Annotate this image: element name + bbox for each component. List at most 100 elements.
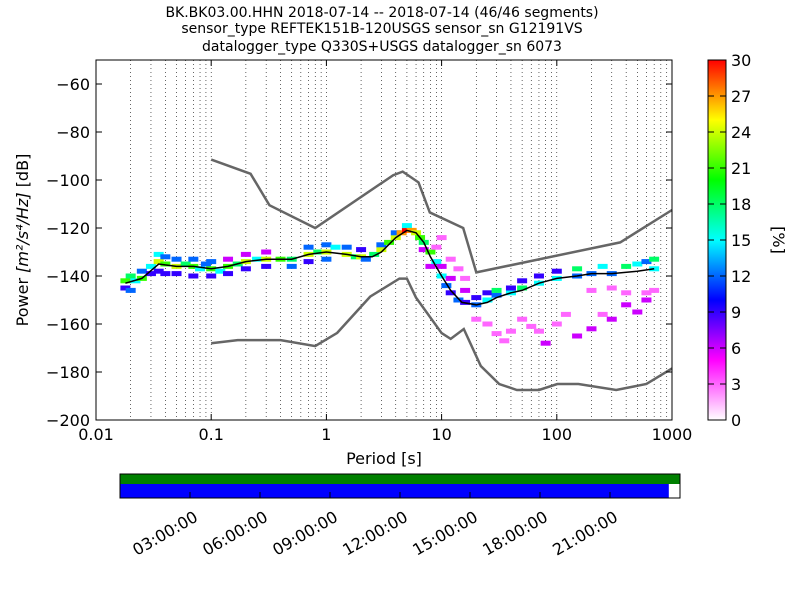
plot-frame: [95, 59, 673, 421]
psd-cell: [445, 290, 456, 296]
psd-cell: [586, 287, 597, 293]
colorbar-tick-label: 6: [731, 339, 741, 358]
psd-cell: [425, 249, 436, 255]
psd-cell: [223, 271, 234, 277]
psd-cell: [153, 268, 164, 274]
psd-cell: [120, 285, 131, 291]
nhnm-line: [210, 158, 673, 274]
psd-cell: [153, 251, 164, 257]
psd-cell: [441, 283, 452, 289]
psd-cell: [606, 316, 617, 322]
psd-cell: [445, 256, 456, 262]
psd-cell: [330, 244, 341, 250]
psd-cell: [632, 309, 643, 315]
psd-cell: [240, 266, 251, 272]
psd-cell: [436, 235, 447, 241]
psd-cell: [369, 251, 380, 257]
y-tick-label: −120: [46, 219, 90, 238]
psd-cell: [621, 263, 632, 269]
colorbar-label: [%]: [769, 226, 788, 254]
psd-cell: [572, 266, 583, 272]
psd-cell: [560, 311, 571, 317]
time-tick-label: 12:00:00: [339, 507, 411, 559]
psd-cell: [453, 297, 464, 303]
psd-cell: [505, 285, 516, 291]
y-tick-label: −80: [56, 123, 90, 142]
psd-cell: [206, 273, 217, 279]
y-axis: −200 −180 −160 −140 −120 −100 −80 −60: [46, 75, 672, 430]
psd-cell: [517, 278, 528, 284]
time-axis: 03:00:0006:00:0009:00:0012:00:0015:00:00…: [129, 492, 621, 560]
psd-cell: [376, 247, 387, 253]
psd-cell: [445, 275, 456, 281]
colorbar-tick-label: 30: [731, 51, 751, 70]
mean-curve: [125, 229, 655, 306]
colorbar-tick-label: 21: [731, 159, 751, 178]
psd-cell: [384, 239, 395, 245]
psd-cell: [597, 311, 608, 317]
psd-cell: [200, 261, 211, 267]
psd-cell: [195, 266, 206, 272]
psd-cell: [460, 287, 471, 293]
psd-cell: [436, 263, 447, 269]
colorbar-tick-label: 24: [731, 123, 751, 142]
psd-cell: [252, 256, 263, 262]
data-availability-bar: [120, 484, 669, 498]
psd-cell: [240, 251, 251, 257]
psd-cell: [341, 244, 352, 250]
psd-cell: [160, 261, 171, 267]
psd-cell: [390, 230, 401, 236]
title-line-3: datalogger_type Q330S+USGS datalogger_sn…: [202, 39, 562, 55]
psd-cell: [526, 323, 537, 329]
psd-cell: [160, 254, 171, 260]
y-tick-label: −60: [56, 75, 90, 94]
psd-cell: [396, 230, 407, 236]
time-coverage: 03:00:0006:00:0009:00:0012:00:0015:00:00…: [119, 473, 681, 560]
x-tick-label: 100: [542, 425, 573, 444]
psd-cell: [621, 290, 632, 296]
psd-cell: [471, 295, 482, 301]
psd-cell: [261, 249, 272, 255]
x-tick-label: 1: [321, 425, 331, 444]
time-tick-label: 06:00:00: [199, 507, 271, 559]
colorbar-tick-label: 18: [731, 195, 751, 214]
noise-models: [210, 158, 673, 392]
colorbar-tick-label: 3: [731, 375, 741, 394]
psd-cell: [621, 302, 632, 308]
psd-cell: [431, 259, 442, 265]
psd-cell: [551, 321, 562, 327]
mean-psd: [125, 229, 655, 306]
psd-cell: [597, 263, 608, 269]
psd-cell: [632, 261, 643, 267]
y-tick-label: −200: [46, 411, 90, 430]
title-line-2: sensor_type REFTEK151B-120USGS sensor_sn…: [181, 21, 582, 37]
psd-cell: [572, 333, 583, 339]
y-tick-label: −180: [46, 363, 90, 382]
chart-title: BK.BK03.00.HHN 2018-07-14 -- 2018-07-14 …: [165, 5, 598, 55]
time-tick-label: 09:00:00: [269, 507, 341, 559]
psd-cell: [188, 273, 199, 279]
psd-cell: [425, 263, 436, 269]
psd-cell: [125, 273, 136, 279]
psd-cell: [350, 254, 361, 260]
psd-cell: [418, 247, 429, 253]
plot-background: [96, 60, 672, 420]
psd-cell: [641, 259, 652, 265]
psd-cell: [171, 256, 182, 262]
psd-cell: [125, 287, 136, 293]
psd-cell: [533, 273, 544, 279]
psd-cell: [460, 275, 471, 281]
psd-cell: [261, 263, 272, 269]
coverage-bar: [120, 474, 680, 484]
psd-cell: [136, 268, 147, 274]
psd-cell: [180, 261, 191, 267]
y-tick-label: −100: [46, 171, 90, 190]
psd-cell: [491, 292, 502, 298]
psd-cell: [533, 328, 544, 334]
x-tick-label: 0.1: [198, 425, 223, 444]
psd-cell: [649, 256, 660, 262]
psd-cell: [206, 259, 217, 265]
psd-cell: [321, 242, 332, 248]
psd-cell: [153, 259, 164, 265]
